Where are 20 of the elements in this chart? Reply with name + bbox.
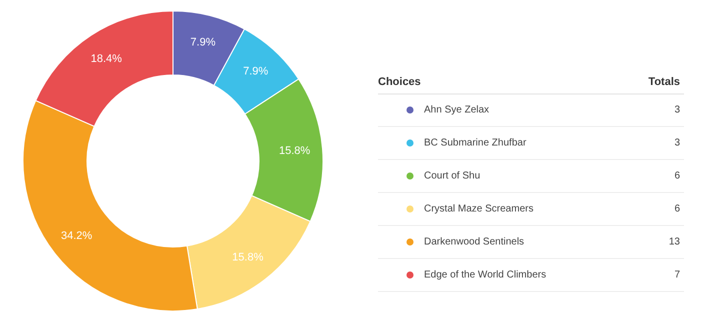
legend-label: Edge of the World Climbers bbox=[424, 270, 546, 280]
legend-label: Court of Shu bbox=[424, 170, 480, 182]
legend-label: BC Submarine Zhufbar bbox=[424, 138, 527, 148]
text: Totals bbox=[648, 76, 680, 88]
data-label: 15.8% bbox=[232, 251, 264, 264]
text: 6 bbox=[674, 170, 680, 182]
legend-label: Ahn Sye Zelax bbox=[424, 104, 490, 116]
legend-label: Crystal Maze Screamers bbox=[424, 204, 534, 214]
data-label: 18.4% bbox=[90, 52, 122, 65]
data-label: 7.9% bbox=[190, 36, 216, 49]
data-label: 7.9% bbox=[243, 65, 268, 78]
text: 6 bbox=[674, 204, 680, 214]
text: 3 bbox=[674, 138, 680, 148]
text: 3 bbox=[674, 104, 680, 116]
legend-label: Darkenwood Sentinels bbox=[424, 236, 524, 248]
text: 13 bbox=[668, 236, 680, 248]
legend-title: Choices bbox=[378, 76, 421, 88]
data-label: 15.8% bbox=[278, 145, 310, 158]
data-label: 34.2% bbox=[61, 230, 92, 242]
text: 7 bbox=[674, 270, 680, 280]
